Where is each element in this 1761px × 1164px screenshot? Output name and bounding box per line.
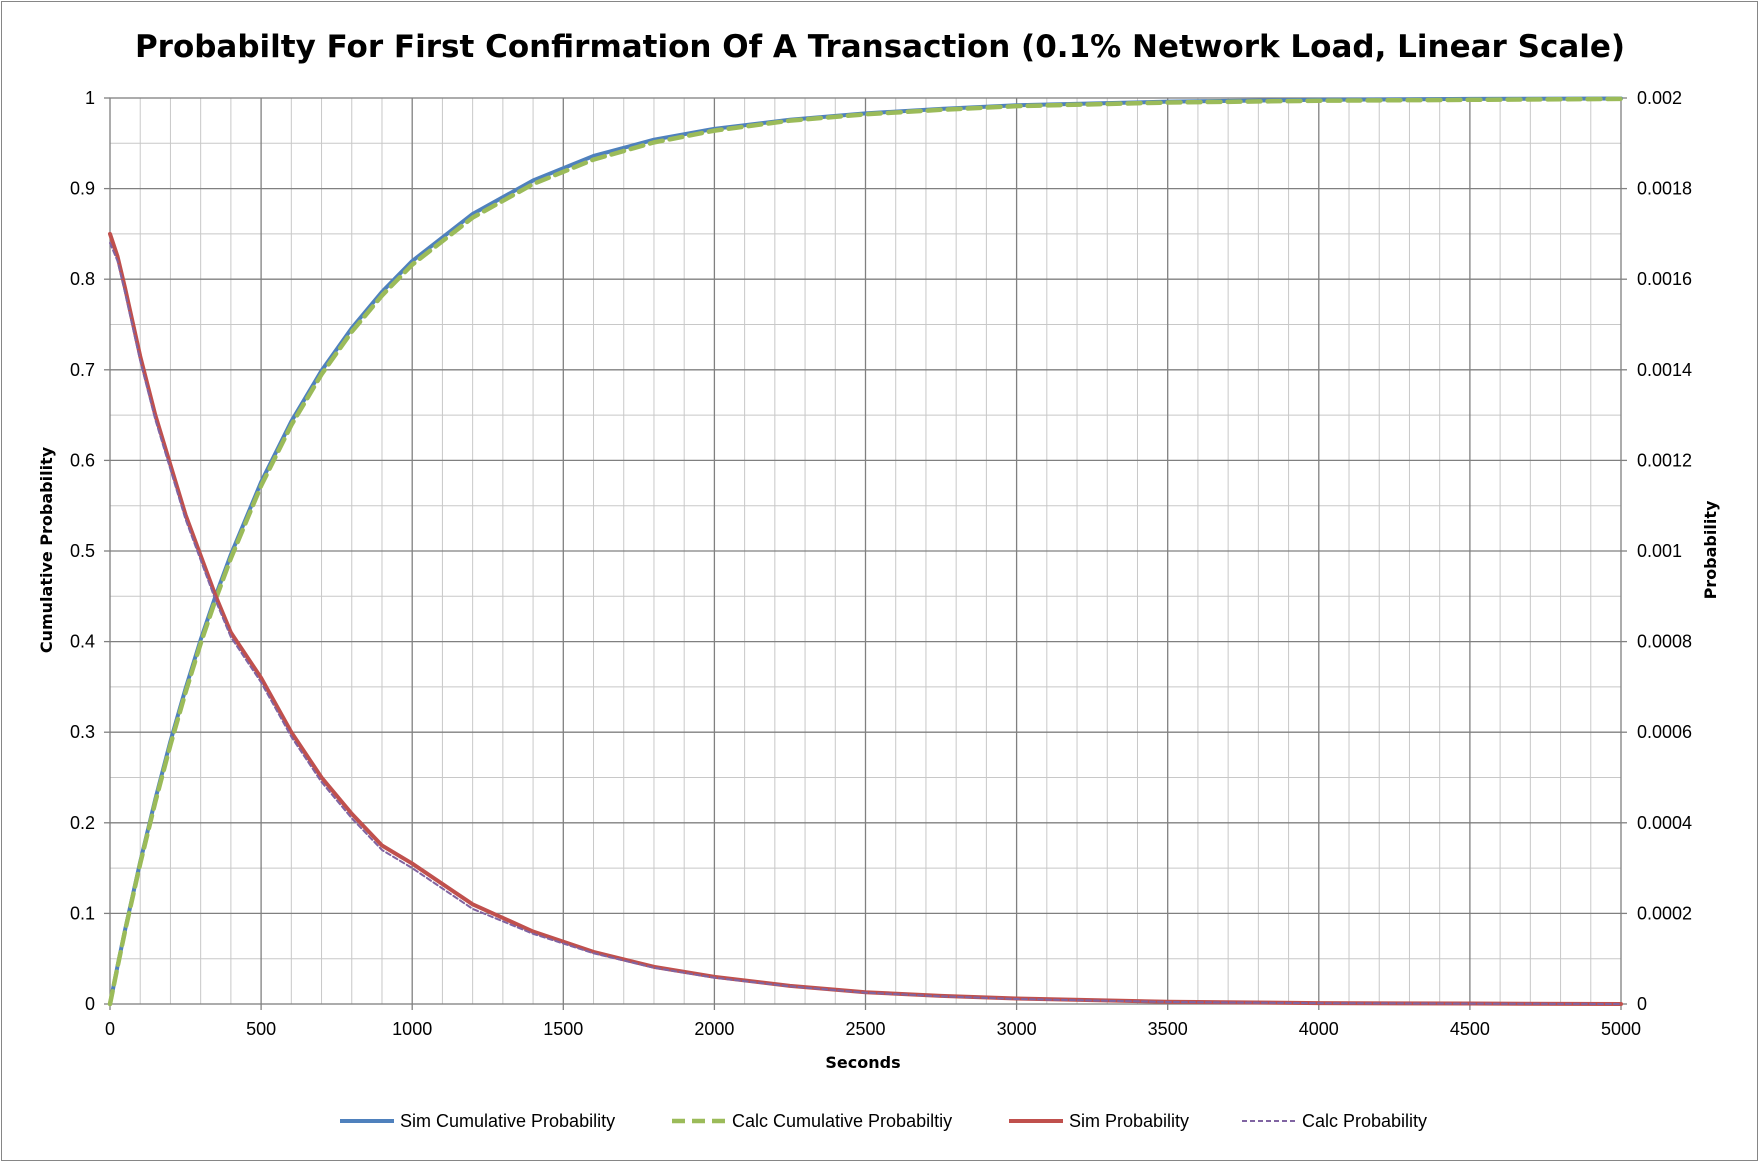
y-left-tick-label: 0.8	[70, 269, 95, 289]
y-left-tick-label: 0.4	[70, 632, 95, 652]
x-tick-label: 5000	[1601, 1019, 1641, 1039]
y-left-tick-label: 0	[85, 994, 95, 1014]
x-tick-label: 2500	[845, 1019, 885, 1039]
x-tick-label: 0	[105, 1019, 115, 1039]
y-right-tick-label: 0.0008	[1637, 632, 1692, 652]
x-tick-label: 1000	[392, 1019, 432, 1039]
y-left-tick-label: 0.2	[70, 813, 95, 833]
y-right-tick-label: 0.0004	[1637, 813, 1692, 833]
y-right-tick-label: 0.001	[1637, 541, 1682, 561]
legend-label-1: Sim Cumulative Probability	[400, 1111, 615, 1131]
series-line-2	[107, 96, 1624, 1007]
x-tick-label: 3000	[997, 1019, 1037, 1039]
x-tick-label: 3500	[1148, 1019, 1188, 1039]
y-left-tick-label: 0.5	[70, 541, 95, 561]
y-right-tick-label: 0.0018	[1637, 179, 1692, 199]
x-tick-label: 1500	[543, 1019, 583, 1039]
y-left-axis-ticks: 0 0.1 0.2 0.3 0.4 0.5 0.6 0.7 0.8 0.9 1	[70, 88, 95, 1014]
y-right-tick-label: 0.0012	[1637, 450, 1692, 470]
series-layer	[107, 96, 1624, 1007]
major-grid	[110, 98, 1621, 1004]
chart-title: Probabilty For First Confirmation Of A T…	[135, 29, 1625, 65]
series-line-4	[109, 241, 1622, 1005]
y-right-axis-ticks: 0 0.0002 0.0004 0.0006 0.0008 0.001 0.0012 0.00…	[1637, 88, 1692, 1014]
y-right-tick-label: 0.0006	[1637, 722, 1692, 742]
legend-label-2: Calc Cumulative Probabiltiy	[732, 1111, 952, 1131]
y-right-axis-title: Probability	[1701, 500, 1720, 599]
y-left-tick-label: 0.1	[70, 903, 95, 923]
x-axis-ticks: 0 500 1000 1500 2000 2500 3000 3500 4000 4500 5000	[105, 1019, 1641, 1039]
y-left-tick-label: 0.3	[70, 722, 95, 742]
legend-label-4: Calc Probability	[1302, 1111, 1427, 1131]
legend-label-3: Sim Probability	[1069, 1111, 1189, 1131]
x-axis-title: Seconds	[825, 1053, 900, 1072]
y-left-tick-label: 1	[85, 88, 95, 108]
x-tick-label: 500	[246, 1019, 276, 1039]
x-tick-label: 4000	[1299, 1019, 1339, 1039]
x-tick-label: 2000	[694, 1019, 734, 1039]
plot-border	[104, 97, 1627, 1010]
y-left-axis-title: Cumulative Probability	[37, 446, 56, 653]
y-right-tick-label: 0.002	[1637, 88, 1682, 108]
y-right-tick-label: 0.0002	[1637, 903, 1692, 923]
y-right-tick-label: 0.0016	[1637, 269, 1692, 289]
legend: Sim Cumulative Probability Calc Cumulativ…	[340, 1111, 1427, 1131]
y-left-tick-label: 0.7	[70, 360, 95, 380]
y-right-tick-label: 0.0014	[1637, 360, 1692, 380]
x-tick-label: 4500	[1450, 1019, 1490, 1039]
y-right-tick-label: 0	[1637, 994, 1647, 1014]
y-left-tick-label: 0.9	[70, 179, 95, 199]
y-left-tick-label: 0.6	[70, 450, 95, 470]
